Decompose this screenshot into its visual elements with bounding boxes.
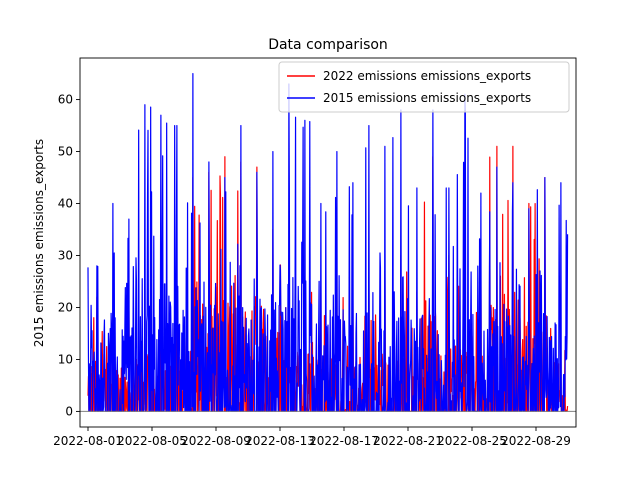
plot-frame [79,57,577,428]
chart-title: Data comparison [268,37,388,53]
x-tick-label: 2022-08-09 [181,434,251,448]
legend-box [278,61,570,113]
y-tick-label: 30 [58,248,73,262]
y-tick-label: 50 [58,145,73,159]
plot-area [80,72,576,413]
y-tick-label: 10 [58,352,73,366]
x-tick-label: 2022-08-17 [309,434,379,448]
x-tick-label: 2022-08-21 [373,434,443,448]
x-tick-label: 2022-08-01 [53,434,123,448]
legend: 2022 emissions emissions_exports 2015 emi… [278,61,570,113]
x-tick-label: 2022-08-13 [245,434,315,448]
y-tick-label: 0 [65,404,73,418]
y-axis-label: 2015 emissions emissions_exports [32,139,46,347]
y-tick-label: 40 [58,197,73,211]
legend-entry-2015-emissions-label: 2015 emissions emissions_exports [323,91,531,105]
legend-entry-2022-emissions-label: 2022 emissions emissions_exports [323,69,531,83]
x-tick-label: 2022-08-29 [501,434,571,448]
series-line-2015-emissions [87,72,569,413]
y-tick-label: 20 [58,300,73,314]
x-tick-label: 2022-08-05 [117,434,187,448]
y-tick-label: 60 [58,93,73,107]
axes: 01020304050602022-08-012022-08-052022-08… [53,57,577,448]
x-tick-label: 2022-08-25 [437,434,507,448]
